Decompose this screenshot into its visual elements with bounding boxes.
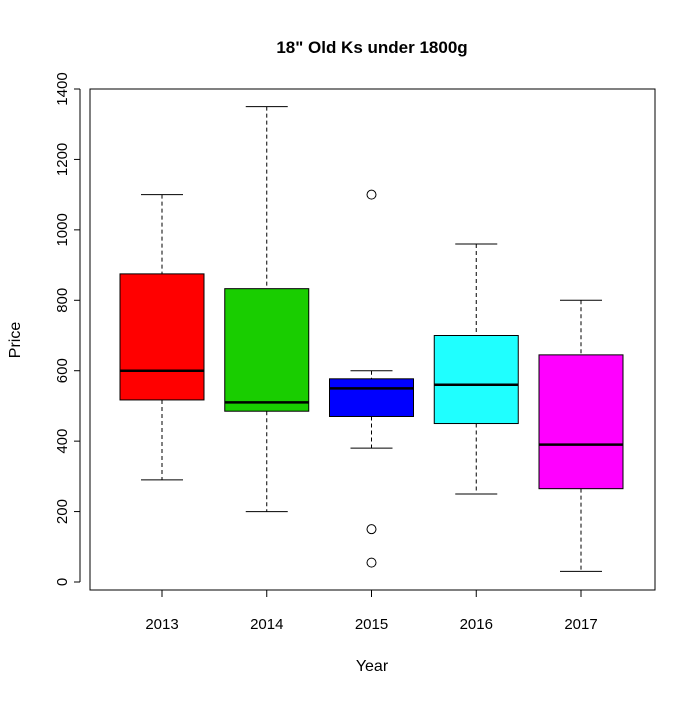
chart-title: 18" Old Ks under 1800g — [276, 38, 467, 57]
y-tick-label: 0 — [54, 578, 71, 586]
y-axis: 0 200 400 600 800 1000 1200 1400 — [54, 72, 81, 586]
box-iqr — [538, 354, 624, 490]
y-tick-label: 800 — [54, 288, 71, 313]
outlier-point — [366, 557, 377, 568]
y-tick-label: 400 — [54, 429, 71, 454]
x-axis: 2013 2014 2015 2016 2017 — [145, 589, 598, 633]
box-iqr — [224, 288, 310, 412]
box-2017 — [538, 299, 624, 572]
x-tick-label: 2015 — [355, 616, 388, 633]
y-tick-label: 1000 — [54, 213, 71, 246]
x-axis-label: Year — [356, 658, 389, 675]
y-axis-label: Price — [7, 322, 24, 359]
outlier-point — [366, 189, 377, 200]
box-2015 — [329, 189, 414, 568]
y-tick-label: 600 — [54, 358, 71, 383]
boxes — [119, 106, 624, 572]
x-tick-label: 2016 — [460, 616, 493, 633]
outlier-point — [366, 524, 377, 535]
x-tick-label: 2013 — [145, 616, 178, 633]
box-iqr — [329, 378, 414, 417]
y-tick-label: 1200 — [54, 143, 71, 176]
box-iqr — [433, 335, 519, 425]
x-tick-label: 2014 — [250, 616, 283, 633]
y-tick-label: 1400 — [54, 72, 71, 105]
box-2016 — [433, 243, 519, 495]
box-2014 — [224, 106, 310, 513]
y-tick-label: 200 — [54, 499, 71, 524]
box-iqr — [119, 273, 205, 401]
box-2013 — [119, 194, 205, 481]
x-tick-label: 2017 — [564, 616, 597, 633]
